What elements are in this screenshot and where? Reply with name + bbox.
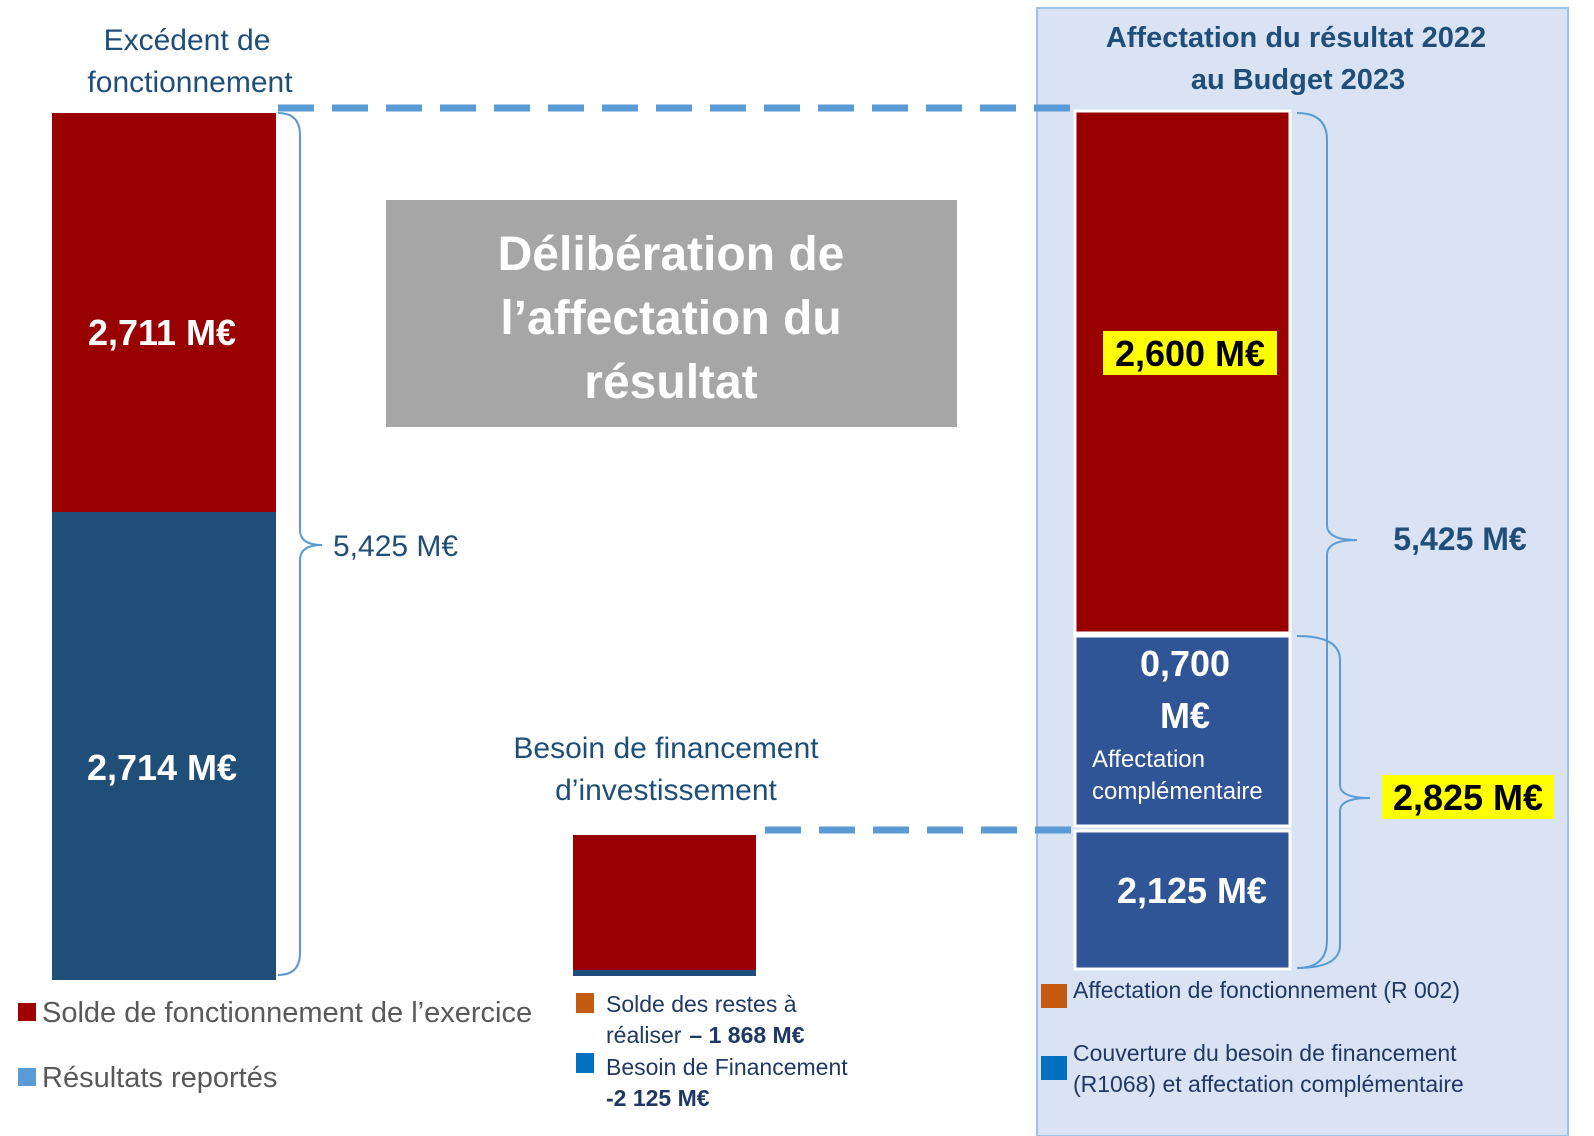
left-brace (277, 112, 323, 976)
right-sub-brace (1296, 635, 1371, 969)
legend-swatch (576, 993, 594, 1013)
left-title: Excédent de fonctionnement (87, 24, 293, 99)
legend-swatch (1041, 1056, 1067, 1080)
legend-label: Solde de fonctionnement de l’exercice (42, 997, 532, 1029)
legend-label: Solde des restes à réaliser – 1 868 M€ (606, 991, 805, 1048)
left-bar-top (52, 113, 276, 512)
left-bottom-label: 2,714 M€ (87, 747, 237, 788)
middle-bar-top (573, 835, 756, 970)
middle-bar-bottom (573, 970, 756, 976)
middle-title: Besoin de financement d’investissement (513, 732, 819, 807)
right-bar-bottom (1073, 829, 1292, 971)
left-bar-bottom (52, 512, 276, 980)
right-subtotal: 2,825 M€ (1393, 777, 1543, 818)
legend-label: Besoin de Financement -2 125 M€ (606, 1054, 848, 1111)
legend-label: Couverture du besoin de financement (R106… (1073, 1040, 1464, 1097)
legend-label: Affectation de fonctionnement (R 002) (1073, 977, 1460, 1003)
legend-swatch (18, 1003, 36, 1021)
right-bar-middle (1073, 634, 1292, 828)
right-bottom-label: 2,125 M€ (1117, 870, 1267, 911)
right-total: 5,425 M€ (1393, 521, 1527, 557)
center-box (386, 200, 957, 427)
highlight (1103, 331, 1277, 375)
highlight (1382, 775, 1554, 819)
legend-swatch (576, 1053, 594, 1073)
legend-swatch (18, 1068, 36, 1086)
right-middle-note: Affectation complémentaire (1092, 746, 1263, 805)
right-brace (1296, 112, 1358, 969)
legend-swatch (1041, 984, 1067, 1008)
left-total: 5,425 M€ (333, 530, 458, 563)
legend-label: Résultats reportés (42, 1062, 277, 1094)
right-middle-label: 0,700 M€ (1140, 643, 1230, 736)
left-top-label: 2,711 M€ (88, 312, 236, 353)
right-title: Affectation du résultat 2022 au Budget 20… (1106, 22, 1486, 96)
right-top-label: 2,600 M€ (1115, 333, 1265, 374)
center-box-text: Délibération de l’affectation du résultat (498, 228, 845, 409)
